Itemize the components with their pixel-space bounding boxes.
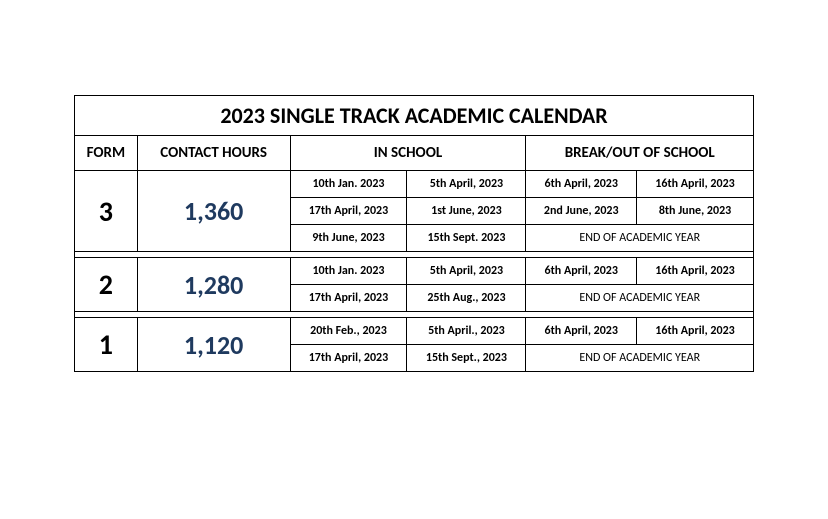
in-school-start: 17th April, 2023 <box>290 198 407 225</box>
break-end: 8th June, 2023 <box>637 198 754 225</box>
col-form: FORM <box>75 136 138 171</box>
in-school-start: 17th April, 2023 <box>290 285 407 312</box>
table-row: 2 1,280 10th Jan. 2023 5th April, 2023 6… <box>75 258 754 285</box>
break-start: 6th April, 2023 <box>526 318 637 345</box>
in-school-end: 15th Sept. 2023 <box>407 225 526 252</box>
table-row: 1 1,120 20th Feb., 2023 5th April., 2023… <box>75 318 754 345</box>
in-school-end: 5th April, 2023 <box>407 258 526 285</box>
in-school-end: 15th Sept., 2023 <box>407 345 526 372</box>
calendar-table: 2023 SINGLE TRACK ACADEMIC CALENDAR FORM… <box>74 95 754 372</box>
break-start: 6th April, 2023 <box>526 171 637 198</box>
in-school-end: 25th Aug., 2023 <box>407 285 526 312</box>
in-school-start: 10th Jan. 2023 <box>290 171 407 198</box>
in-school-end: 5th April, 2023 <box>407 171 526 198</box>
in-school-start: 9th June, 2023 <box>290 225 407 252</box>
contact-hours: 1,280 <box>137 258 290 312</box>
in-school-end: 5th April., 2023 <box>407 318 526 345</box>
col-contact-hours: CONTACT HOURS <box>137 136 290 171</box>
break-end: 16th April, 2023 <box>637 171 754 198</box>
form-number: 3 <box>75 171 138 252</box>
in-school-end: 1st June, 2023 <box>407 198 526 225</box>
col-break-out: BREAK/OUT OF SCHOOL <box>526 136 754 171</box>
form-number: 2 <box>75 258 138 312</box>
contact-hours: 1,120 <box>137 318 290 372</box>
break-end: 16th April, 2023 <box>637 258 754 285</box>
break-start: 2nd June, 2023 <box>526 198 637 225</box>
contact-hours: 1,360 <box>137 171 290 252</box>
end-of-year: END OF ACADEMIC YEAR <box>526 345 754 372</box>
table-row: 3 1,360 10th Jan. 2023 5th April, 2023 6… <box>75 171 754 198</box>
end-of-year: END OF ACADEMIC YEAR <box>526 225 754 252</box>
break-start: 6th April, 2023 <box>526 258 637 285</box>
table-title: 2023 SINGLE TRACK ACADEMIC CALENDAR <box>75 96 754 136</box>
form-number: 1 <box>75 318 138 372</box>
break-end: 16th April, 2023 <box>637 318 754 345</box>
in-school-start: 20th Feb., 2023 <box>290 318 407 345</box>
col-in-school: IN SCHOOL <box>290 136 526 171</box>
in-school-start: 10th Jan. 2023 <box>290 258 407 285</box>
end-of-year: END OF ACADEMIC YEAR <box>526 285 754 312</box>
in-school-start: 17th April, 2023 <box>290 345 407 372</box>
